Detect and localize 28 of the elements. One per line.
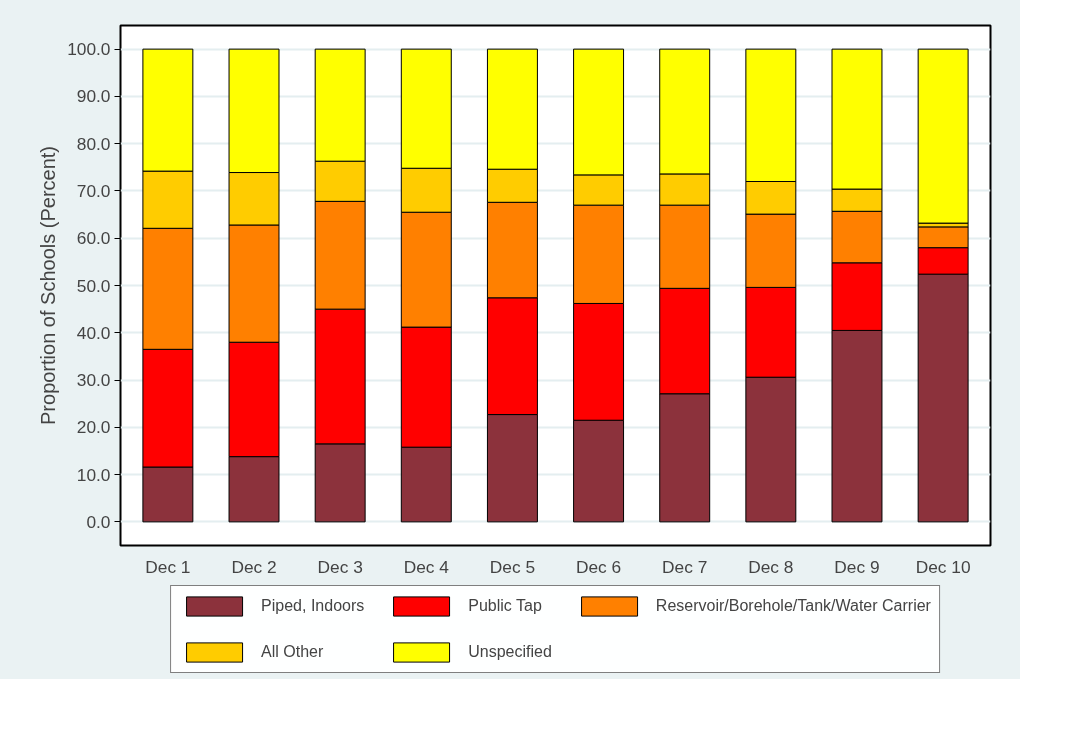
- y-tick-label: 90.0: [76, 86, 111, 107]
- x-tick-label: Dec 5: [489, 556, 536, 577]
- y-tick-label: 80.0: [76, 133, 111, 154]
- x-tick-label: Dec 1: [145, 556, 191, 577]
- y-axis-title: Proportion of Schools (Percent): [37, 145, 60, 426]
- x-tick-label: Dec 10: [915, 556, 971, 577]
- legend-label: Public Tap: [468, 597, 542, 615]
- x-tick-label: Dec 2: [231, 556, 277, 577]
- x-tick-label: Dec 6: [575, 556, 622, 577]
- y-tick-label: 10.0: [76, 464, 111, 485]
- x-tick-label: Dec 9: [834, 556, 880, 577]
- bar: [917, 48, 969, 224]
- y-tick-label: 60.0: [76, 228, 111, 249]
- y-tick-label: 50.0: [76, 275, 111, 296]
- legend-label: All Other: [261, 643, 324, 661]
- x-tick-label: Dec 7: [662, 556, 708, 577]
- y-tick-label: 20.0: [76, 417, 111, 438]
- y-tick-label: 100.0: [67, 39, 111, 60]
- y-tick-label: 0.0: [86, 511, 111, 532]
- legend-label: Piped, Indoors: [261, 597, 365, 615]
- x-tick-label: Dec 3: [317, 556, 363, 577]
- y-tick-label: 40.0: [76, 322, 111, 343]
- legend-label: Unspecified: [468, 643, 552, 661]
- y-tick-label: 30.0: [76, 370, 111, 391]
- x-tick-label: Dec 4: [403, 556, 450, 577]
- y-tick-label: 70.0: [76, 180, 111, 201]
- legend-label: Reservoir/Borehole/Tank/Water Carrier: [655, 597, 931, 615]
- x-tick-label: Dec 8: [748, 556, 794, 577]
